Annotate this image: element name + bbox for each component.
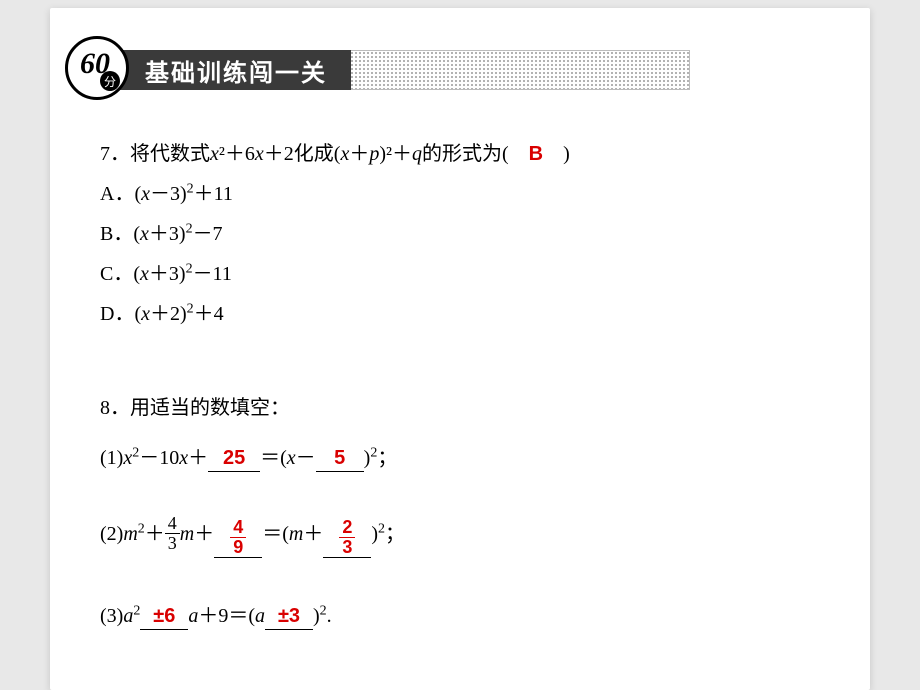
q7-x3: x [340, 143, 349, 165]
q8p2-b1n: 4 [230, 518, 246, 537]
q7-plus: ＋ [349, 143, 369, 165]
q7-q: q [412, 143, 422, 165]
q8p3-a3: a [255, 605, 265, 627]
q7-r1: ²＋6 [219, 143, 255, 165]
q7-option-c: C．(x＋3)2－11 [100, 256, 820, 292]
q7-x1: x [210, 143, 219, 165]
decorative-dots [345, 50, 690, 90]
section-title: 基础训练闯一关 [105, 50, 351, 90]
q8-part3: (3)a2±6a＋9＝(a±3)2. [100, 598, 820, 634]
q7-r2: ＋2化成( [264, 143, 341, 165]
q8p1-x2: x [179, 447, 188, 469]
q8p2-b2n: 2 [339, 518, 355, 537]
q8p2-f1n: 4 [165, 514, 180, 533]
q8p1-x1: x [123, 447, 132, 469]
q8-stem: 8．用适当的数填空： [100, 390, 820, 426]
q8p3-a1: a [123, 605, 133, 627]
q7-close: ) [563, 143, 570, 165]
q7-p: p [369, 143, 379, 165]
q8p2-blank2: 23 [323, 516, 371, 558]
q8p1-blank1: 25 [208, 447, 260, 472]
q8p2-m3: m [289, 523, 303, 545]
q8p1-pre: (1) [100, 447, 123, 469]
score-unit: 分 [100, 71, 120, 91]
q7-r3: )²＋ [379, 143, 412, 165]
content-area: 7．将代数式x²＋6x＋2化成(x＋p)²＋q的形式为( B ) A．(x－3)… [100, 136, 820, 634]
worksheet-page: 60 分 基础训练闯一关 7．将代数式x²＋6x＋2化成(x＋p)²＋q的形式为… [50, 8, 870, 690]
q8p1-x3: x [287, 447, 296, 469]
q8p3-blank2: ±3 [265, 605, 313, 630]
q8-part2: (2)m2＋43m＋49＝(m＋23)2； [100, 516, 820, 558]
q8p2-blank1: 49 [214, 516, 262, 558]
q8p2-m1: m [123, 523, 137, 545]
q8p3-pre: (3) [100, 605, 123, 627]
q7-option-b: B．(x＋3)2－7 [100, 216, 820, 252]
q8-part1: (1)x2－10x＋25＝(x－5)2； [100, 440, 820, 476]
q7-answer: B [529, 143, 543, 165]
q7-stem: 7．将代数式x²＋6x＋2化成(x＋p)²＋q的形式为( B ) [100, 136, 820, 172]
q8p3-a2: a [188, 605, 198, 627]
q7-x2: x [255, 143, 264, 165]
q7-prefix: 7．将代数式 [100, 143, 210, 165]
q8p1-blank2: 5 [316, 447, 364, 472]
q8p2-b1d: 9 [230, 537, 246, 557]
q8p2-pre: (2) [100, 523, 123, 545]
header-band: 60 分 基础训练闯一关 [65, 40, 675, 98]
q8p3-blank1: ±6 [140, 605, 188, 630]
q8p2-b2d: 3 [339, 537, 355, 557]
q7-option-a: A．(x－3)2＋11 [100, 176, 820, 212]
q7-option-d: D．(x＋2)2＋4 [100, 296, 820, 332]
q8p2-m2: m [180, 523, 194, 545]
q7-suffix: 的形式为( [422, 143, 509, 165]
score-badge: 60 分 [65, 36, 129, 100]
q8p2-f1d: 3 [165, 533, 180, 553]
q8p2-frac43: 43 [165, 514, 180, 553]
